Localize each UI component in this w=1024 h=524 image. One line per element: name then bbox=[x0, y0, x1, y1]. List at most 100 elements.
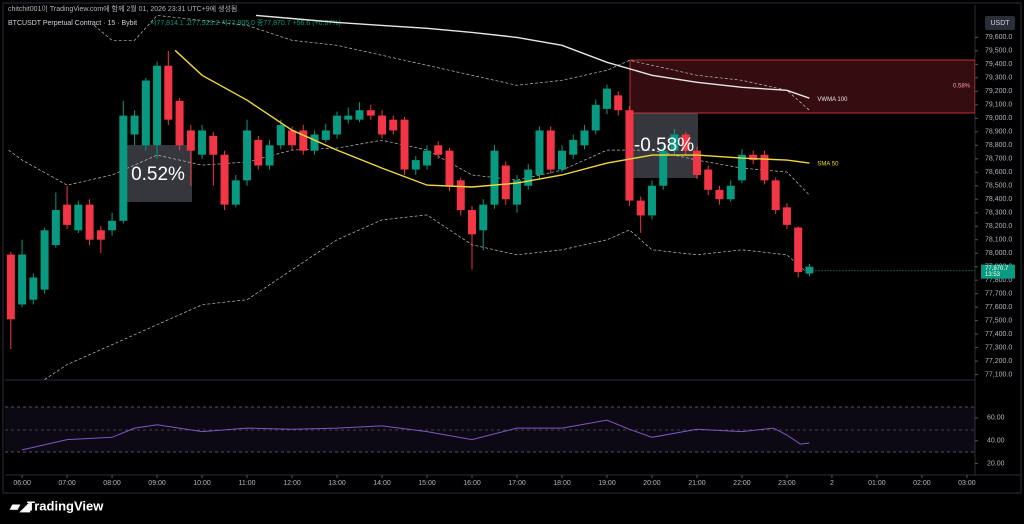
candle-body bbox=[737, 154, 746, 181]
y-tick-label: 79,200.0 bbox=[985, 88, 1012, 95]
candle-body bbox=[355, 110, 364, 120]
candle-body bbox=[670, 134, 679, 151]
x-tick-label: 20:00 bbox=[643, 480, 661, 487]
candle-body bbox=[74, 204, 83, 231]
y-tick-label: 79,600.0 bbox=[985, 34, 1012, 41]
candle-body bbox=[782, 207, 791, 225]
candle-body bbox=[569, 139, 578, 155]
y-tick-label: 78,300.0 bbox=[985, 210, 1012, 217]
candle-body bbox=[501, 165, 510, 200]
x-tick-label: 2 bbox=[830, 480, 834, 487]
candle-body bbox=[490, 150, 499, 205]
candle-body bbox=[288, 130, 297, 146]
chart-frame bbox=[2, 2, 1022, 494]
candle-body bbox=[512, 180, 521, 205]
candle-body bbox=[186, 130, 195, 151]
candle-body bbox=[389, 119, 398, 131]
candle-body bbox=[141, 80, 150, 146]
x-tick-label: 18:00 bbox=[553, 480, 571, 487]
y-tick-label: 78,800.0 bbox=[985, 142, 1012, 149]
candle-body bbox=[29, 277, 38, 300]
y-tick-label: 79,300.0 bbox=[985, 75, 1012, 82]
band-line bbox=[93, 15, 810, 111]
candle-body bbox=[681, 134, 690, 151]
candle-body bbox=[580, 130, 589, 146]
indicator-line bbox=[174, 49, 810, 188]
y-tick-label: 77,600.0 bbox=[985, 304, 1012, 311]
last-price-label: 77,870.7 bbox=[985, 266, 1009, 272]
candle-body bbox=[557, 150, 566, 170]
indicator-line bbox=[255, 14, 810, 99]
y-tick-label: 79,500.0 bbox=[985, 48, 1012, 55]
candle-body bbox=[692, 150, 701, 175]
y-tick-label: 40.00 bbox=[987, 438, 1005, 445]
candle-body bbox=[434, 145, 443, 155]
y-tick-label: 78,700.0 bbox=[985, 156, 1012, 163]
candle-body bbox=[659, 150, 668, 186]
candle-body bbox=[276, 125, 285, 146]
footer-logo: ▰◢ bbox=[9, 498, 31, 513]
x-tick-label: 14:00 bbox=[373, 480, 391, 487]
candle-body bbox=[749, 154, 758, 161]
candle-body bbox=[366, 110, 375, 116]
candle-body bbox=[96, 230, 105, 240]
y-tick-label: 60.00 bbox=[987, 415, 1005, 422]
candle-body bbox=[378, 115, 387, 135]
x-tick-label: 11:00 bbox=[239, 480, 256, 487]
candle-body bbox=[423, 150, 432, 166]
candle-body bbox=[456, 180, 465, 211]
candle-body bbox=[704, 169, 713, 190]
y-tick-label: 77,700.0 bbox=[985, 291, 1012, 298]
currency: USDT bbox=[990, 20, 1010, 27]
x-tick-label: 21:00 bbox=[688, 480, 706, 487]
currency-badge bbox=[985, 16, 1015, 30]
x-tick-label: 23:00 bbox=[778, 480, 796, 487]
candle-body bbox=[321, 130, 330, 140]
candle-body bbox=[18, 254, 27, 305]
header: chitchit001이 TradingView.com에 함께 2월 01, … bbox=[8, 4, 237, 13]
y-tick-label: 79,000.0 bbox=[985, 115, 1012, 122]
candle-body bbox=[254, 139, 263, 166]
y-tick-label: 77,500.0 bbox=[985, 317, 1012, 324]
x-tick-label: 06:00 bbox=[13, 480, 31, 487]
rsi-panel bbox=[21, 419, 810, 451]
y-tick-label: 78,000.0 bbox=[985, 250, 1012, 257]
x-tick-label: 02:00 bbox=[913, 480, 931, 487]
candle-body bbox=[614, 95, 623, 111]
x-tick-label: 03:00 bbox=[958, 480, 976, 487]
candle-body bbox=[220, 154, 229, 205]
candle-body bbox=[411, 160, 420, 170]
y-tick-label: 79,400.0 bbox=[985, 61, 1012, 68]
candle-body bbox=[108, 220, 117, 231]
x-tick-label: 16:00 bbox=[463, 480, 481, 487]
x-tick-label: 09:00 bbox=[148, 480, 166, 487]
candle-body bbox=[647, 185, 656, 216]
y-tick-label: 79,100.0 bbox=[985, 102, 1012, 109]
y-tick-label: 78,200.0 bbox=[985, 223, 1012, 230]
candle-body bbox=[6, 254, 15, 320]
candle-body bbox=[40, 230, 49, 290]
candle-body bbox=[130, 115, 139, 135]
candle-body bbox=[479, 204, 488, 231]
candle-body bbox=[231, 180, 240, 205]
measure-label: -0.58% bbox=[634, 135, 694, 156]
candle-body bbox=[51, 210, 60, 246]
candle-body bbox=[175, 100, 184, 146]
indicator-label: VWMA 100 bbox=[817, 97, 848, 103]
candle-body bbox=[209, 135, 218, 155]
range-label: 0.58% bbox=[953, 84, 971, 90]
countdown: 13:53 bbox=[985, 272, 1001, 278]
footer-brand: TradingView bbox=[27, 498, 104, 513]
x-tick-label: 22:00 bbox=[733, 480, 751, 487]
band-line bbox=[44, 214, 810, 380]
candle-body bbox=[63, 204, 72, 225]
x-tick-label: 19:00 bbox=[598, 480, 616, 487]
candle-body bbox=[333, 115, 342, 135]
candle-body bbox=[546, 130, 555, 170]
candle-body bbox=[153, 65, 162, 146]
y-tick-label: 20.00 bbox=[987, 460, 1005, 467]
y-tick-label: 78,600.0 bbox=[985, 169, 1012, 176]
y-tick-label: 77,800.0 bbox=[985, 277, 1012, 284]
candle-body bbox=[119, 115, 128, 221]
candle-body bbox=[243, 130, 252, 181]
